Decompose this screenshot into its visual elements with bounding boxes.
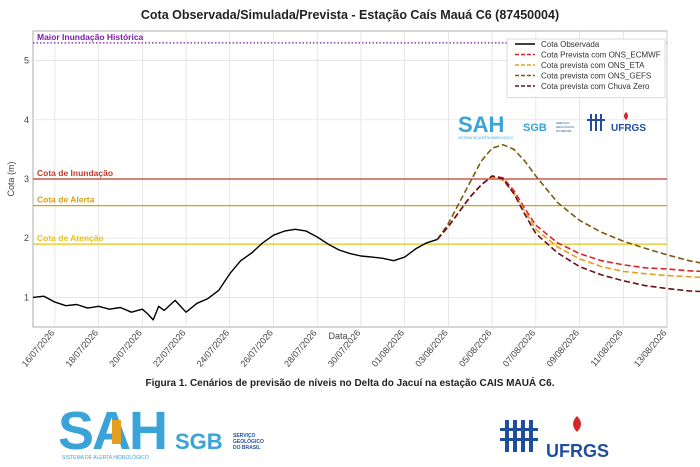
sgb-subtitle-2: GEOLÓGICO [556, 124, 575, 129]
y-tick-label: 5 [24, 56, 29, 66]
y-tick-label: 1 [24, 292, 29, 302]
sgb-large-subtitle-1: SERVIÇO [233, 433, 256, 439]
ufrgs-logo-small: UFRGS [587, 112, 646, 134]
sgb-logo-large-text: SGB [175, 429, 223, 454]
legend-label: Cota Prevista com ONS_ECMWF [541, 51, 661, 60]
series-lines [32, 143, 700, 321]
legend: Cota Observada Cota Prevista com ONS_ECMW… [506, 38, 666, 98]
ufrgs-flame-icon [624, 112, 628, 120]
x-tick-label: 11/08/2026 [589, 328, 625, 368]
x-tick-label: 22/07/2026 [151, 328, 188, 369]
inner-logos: SAH SISTEMA DE ALERTA HIDROLÓGICO SGB SE… [458, 112, 646, 140]
sgb-subtitle-3: DO BRASIL [556, 129, 572, 133]
x-tick-label: 03/08/2026 [413, 328, 450, 369]
y-axis-label: Cota (m) [6, 161, 16, 196]
x-tick-label: 13/08/2026 [632, 328, 669, 369]
sah-logo-small: SAH SISTEMA DE ALERTA HIDROLÓGICO [458, 112, 514, 140]
x-tick-label: 09/08/2026 [544, 328, 581, 369]
series-line-0 [32, 228, 438, 321]
x-tick-label: 05/08/2026 [457, 328, 494, 369]
legend-box [506, 38, 666, 98]
x-tick-label: 01/08/2026 [370, 328, 407, 369]
reference-line-label: Cota de Atenção [37, 233, 104, 243]
footer-logos: SAH SISTEMA DE ALERTA HIDROLÓGICO SGB SE… [58, 401, 609, 461]
ufrgs-logo: UFRGS [500, 416, 609, 461]
x-tick-label: 28/07/2026 [282, 328, 319, 369]
legend-label: Cota prevista com Chuva Zero [541, 82, 650, 91]
legend-label: Cota Observada [541, 40, 600, 49]
legend-label: Cota prevista com ONS_ETA [541, 61, 645, 70]
x-tick-label: 18/07/2026 [64, 328, 101, 369]
sah-logo-accent-icon [112, 420, 121, 444]
x-tick-label: 26/07/2026 [238, 328, 275, 369]
ufrgs-large-flame-icon [573, 416, 581, 432]
legend-label: Cota prevista com ONS_GEFS [541, 72, 651, 81]
sgb-logo-text: SGB [523, 122, 547, 134]
ufrgs-large-text: UFRGS [546, 441, 609, 461]
series-line-3 [436, 143, 700, 264]
x-tick-label: 24/07/2026 [195, 328, 232, 369]
sgb-large-subtitle-2: GEOLÓGICO [233, 437, 264, 445]
sgb-logo-small: SGB SERVIÇO GEOLÓGICO DO BRASIL [523, 121, 575, 134]
sah-logo: SAH SISTEMA DE ALERTA HIDROLÓGICO [58, 401, 168, 461]
sah-logo-text: SAH [458, 112, 504, 137]
series-line-4 [436, 175, 700, 293]
reference-line-label: Cota de Alerta [37, 195, 95, 205]
sgb-large-subtitle-3: DO BRASIL [233, 445, 261, 451]
y-tick-label: 3 [24, 174, 29, 184]
sgb-subtitle-1: SERVIÇO [556, 121, 570, 125]
chart-title: Cota Observada/Simulada/Prevista - Estaç… [141, 8, 559, 22]
reference-line-label: Maior Inundação Histórica [37, 32, 144, 42]
ufrgs-logo-text: UFRGS [611, 123, 646, 134]
x-tick-label: 07/08/2026 [501, 328, 538, 369]
x-axis-label: Data [328, 331, 347, 341]
y-tick-label: 4 [24, 115, 29, 125]
y-tick-label: 2 [24, 233, 29, 243]
sah-logo-large-subtitle: SISTEMA DE ALERTA HIDROLÓGICO [62, 454, 149, 461]
ufrgs-emblem-icon [587, 114, 605, 131]
x-tick-label: 20/07/2026 [107, 328, 144, 369]
x-tick-label: 16/07/2026 [20, 328, 57, 369]
sah-logo-subtitle: SISTEMA DE ALERTA HIDROLÓGICO [458, 135, 514, 140]
ufrgs-large-emblem-icon [500, 420, 538, 452]
reference-line-label: Cota de Inundação [37, 168, 113, 178]
figure-caption: Figura 1. Cenários de previsão de níveis… [145, 378, 555, 389]
sgb-logo: SGB SERVIÇO GEOLÓGICO DO BRASIL [175, 429, 264, 454]
